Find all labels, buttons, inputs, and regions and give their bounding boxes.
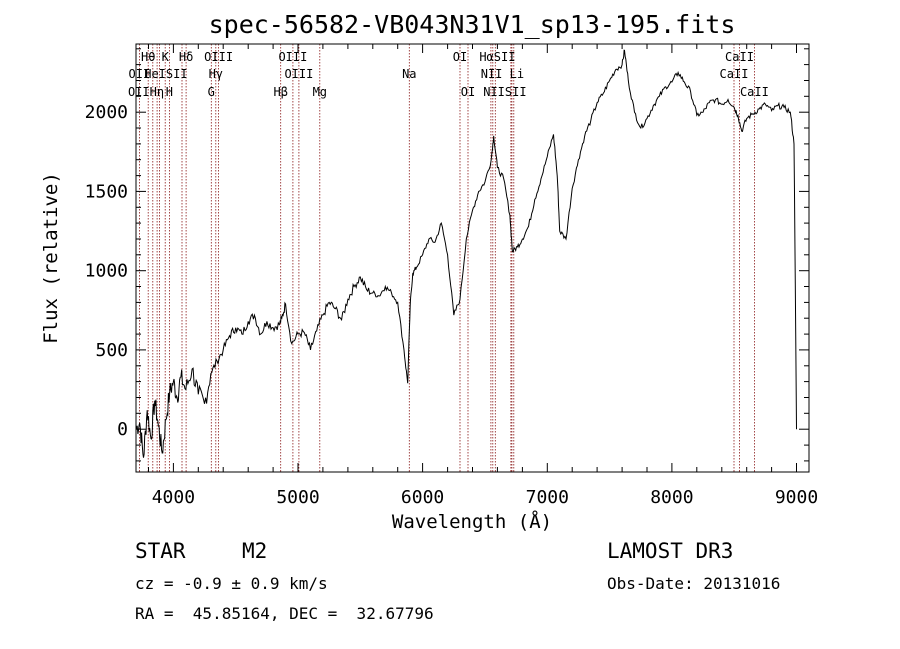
line-marker-label: NII Li <box>481 67 524 81</box>
line-marker-label: OIII <box>284 67 313 81</box>
coordinates: RA = 45.85164, DEC = 32.67796 <box>135 604 434 623</box>
line-marker-label: OI <box>461 85 475 99</box>
x-axis-label: Wavelength (Å) <box>392 510 552 533</box>
x-tick-label: 6000 <box>401 487 444 508</box>
line-marker-label: OI <box>453 50 467 64</box>
survey-name: LAMOST DR3 <box>607 539 734 563</box>
spectral-subclass: M2 <box>242 539 268 563</box>
line-marker-label: Mg <box>313 85 327 99</box>
line-marker-label: CaII <box>725 50 754 64</box>
line-marker-label: OIIHη <box>128 85 164 99</box>
line-marker-label: Na <box>402 67 416 81</box>
y-tick-label: 2000 <box>85 102 128 123</box>
x-tick-label: 4000 <box>152 487 195 508</box>
line-marker-label: G <box>208 85 215 99</box>
redshift-cz: cz = -0.9 ± 0.9 km/s <box>135 574 328 593</box>
y-tick-label: 1500 <box>85 181 128 202</box>
line-marker-label: H <box>166 85 173 99</box>
x-tick-label: 8000 <box>650 487 693 508</box>
y-axis-ticks: 0 500 1000 1500 2000 <box>85 48 809 462</box>
line-marker-label: OIII <box>204 50 233 64</box>
x-axis-ticks: 4000 5000 6000 7000 8000 9000 <box>148 44 818 508</box>
obs-date: Obs-Date: 20131016 <box>607 574 781 593</box>
line-marker-label: NIISII <box>483 85 526 99</box>
chart-title: spec-56582-VB043N31V1_sp13-195.fits <box>209 10 736 39</box>
plot-frame <box>135 43 810 473</box>
line-marker-label: K <box>162 50 170 64</box>
line-marker-label: OII <box>129 67 151 81</box>
spectrum-line <box>135 49 797 458</box>
y-tick-label: 0 <box>117 419 128 440</box>
line-marker-label: OIII <box>278 50 307 64</box>
x-tick-label: 5000 <box>276 487 319 508</box>
line-marker-label: Hθ <box>141 50 155 64</box>
x-tick-label: 9000 <box>775 487 818 508</box>
y-tick-label: 500 <box>95 340 128 361</box>
line-marker-label: Hδ <box>179 50 193 64</box>
y-axis-label: Flux (relative) <box>40 172 62 344</box>
line-markers <box>138 44 755 472</box>
line-marker-label: Hγ <box>209 67 223 81</box>
object-type: STAR <box>135 539 186 563</box>
line-marker-label: HαSII <box>479 50 515 64</box>
y-tick-label: 1000 <box>85 261 128 282</box>
line-marker-label: CaII <box>740 85 769 99</box>
line-marker-label: HeISII <box>144 67 187 81</box>
x-tick-label: 7000 <box>526 487 569 508</box>
line-marker-label: CaII <box>720 67 749 81</box>
line-marker-label: Hβ <box>273 85 287 99</box>
